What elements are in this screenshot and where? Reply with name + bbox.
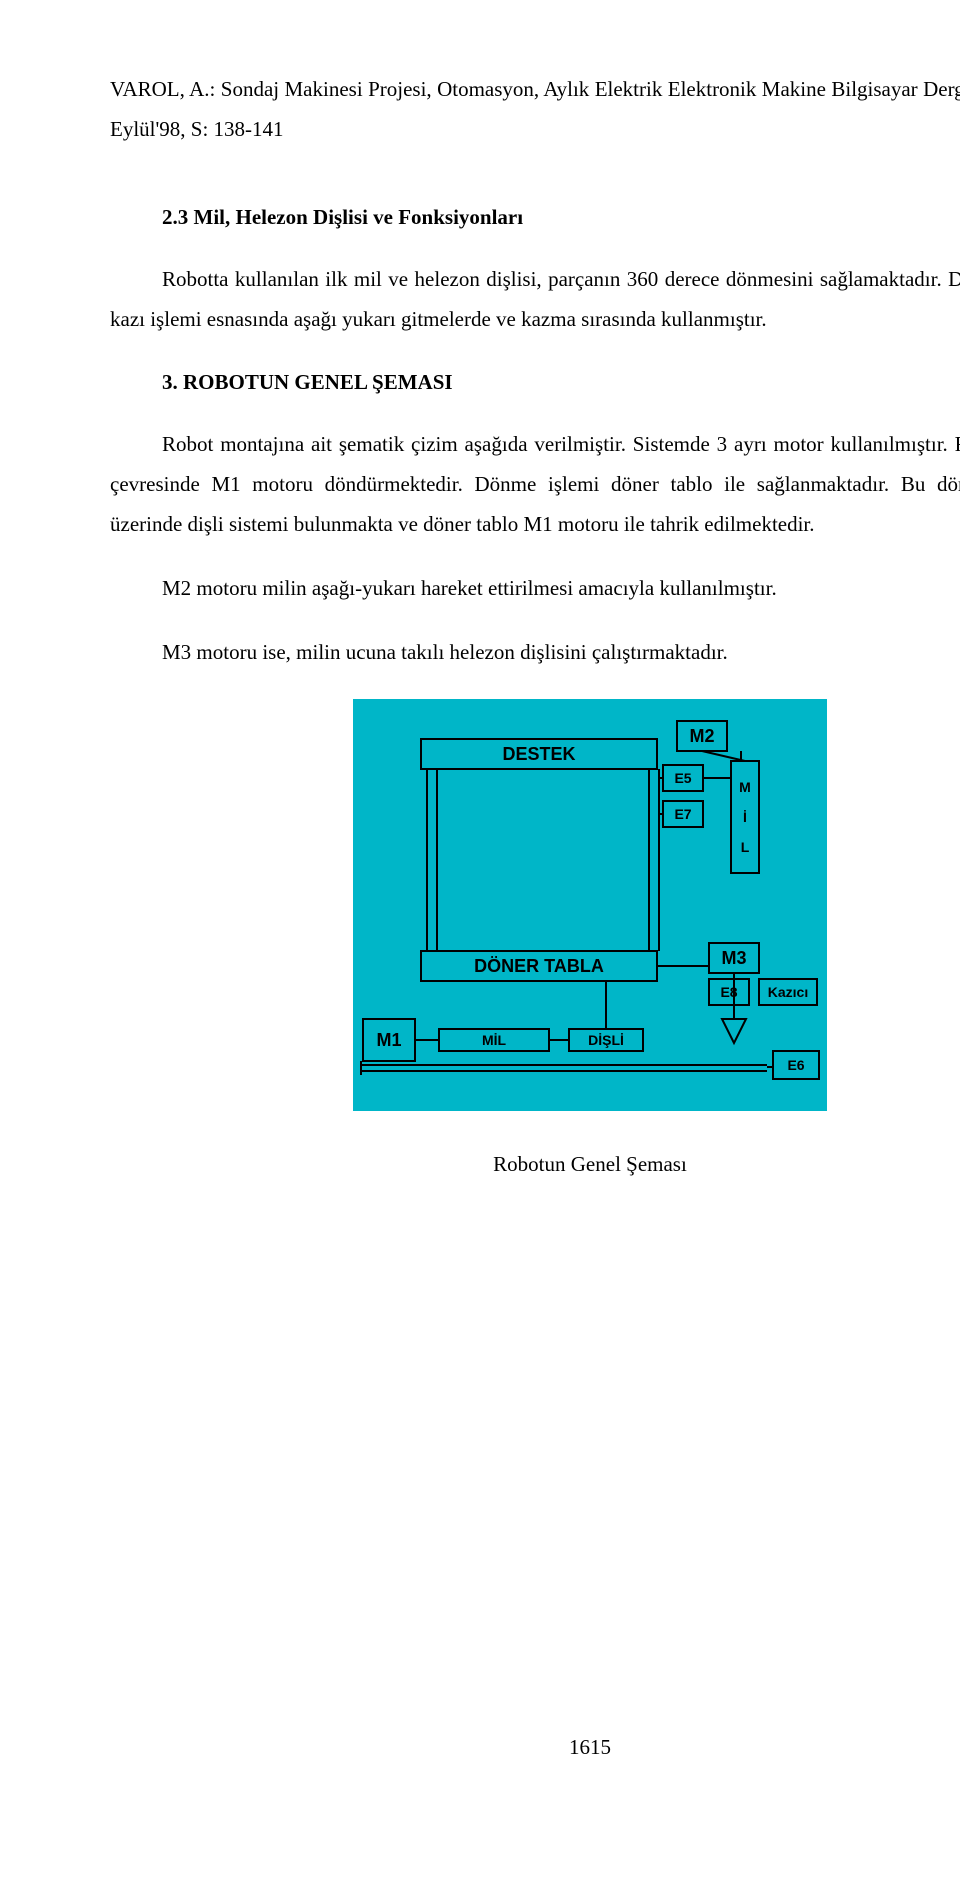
svg-text:DÖNER TABLA: DÖNER TABLA: [474, 956, 604, 976]
section-3-para-2: M2 motoru milin aşağı-yukarı hareket ett…: [110, 569, 960, 609]
section-3-para-3: M3 motoru ise, milin ucuna takılı helezo…: [110, 633, 960, 673]
header-reference: VAROL, A.: Sondaj Makinesi Projesi, Otom…: [110, 70, 960, 150]
svg-text:M1: M1: [376, 1030, 401, 1050]
svg-text:Kazıcı: Kazıcı: [768, 984, 808, 1000]
robot-schematic-diagram: DESTEK M2 E5 E7 MİL DÖNER TABLA M3 E8 Kazıcı M1 Mİ…: [353, 699, 827, 1111]
diagram-container: DESTEK M2 E5 E7 MİL DÖNER TABLA M3 E8 Kazıcı M1 Mİ…: [110, 699, 960, 1111]
diagram-caption: Robotun Genel Şeması: [110, 1145, 960, 1185]
svg-text:E6: E6: [787, 1057, 804, 1073]
svg-text:M: M: [739, 779, 751, 795]
section-3-title: 3. ROBOTUN GENEL ŞEMASI: [110, 363, 960, 403]
section-2-3-title: 2.3 Mil, Helezon Dişlisi ve Fonksiyonlar…: [110, 198, 960, 238]
svg-text:E5: E5: [674, 770, 691, 786]
svg-text:MİL: MİL: [482, 1032, 507, 1048]
svg-text:DİŞLİ: DİŞLİ: [588, 1032, 624, 1048]
svg-text:M3: M3: [721, 948, 746, 968]
svg-text:E7: E7: [674, 806, 691, 822]
svg-text:M2: M2: [689, 726, 714, 746]
svg-text:L: L: [741, 839, 750, 855]
svg-text:DESTEK: DESTEK: [502, 744, 575, 764]
section-3-para-1: Robot montajına ait şematik çizim aşağıd…: [110, 425, 960, 545]
svg-text:E8: E8: [720, 984, 737, 1000]
page-number: 1615: [110, 1728, 960, 1768]
section-2-3-para: Robotta kullanılan ilk mil ve helezon di…: [110, 260, 960, 340]
svg-text:İ: İ: [743, 809, 747, 825]
